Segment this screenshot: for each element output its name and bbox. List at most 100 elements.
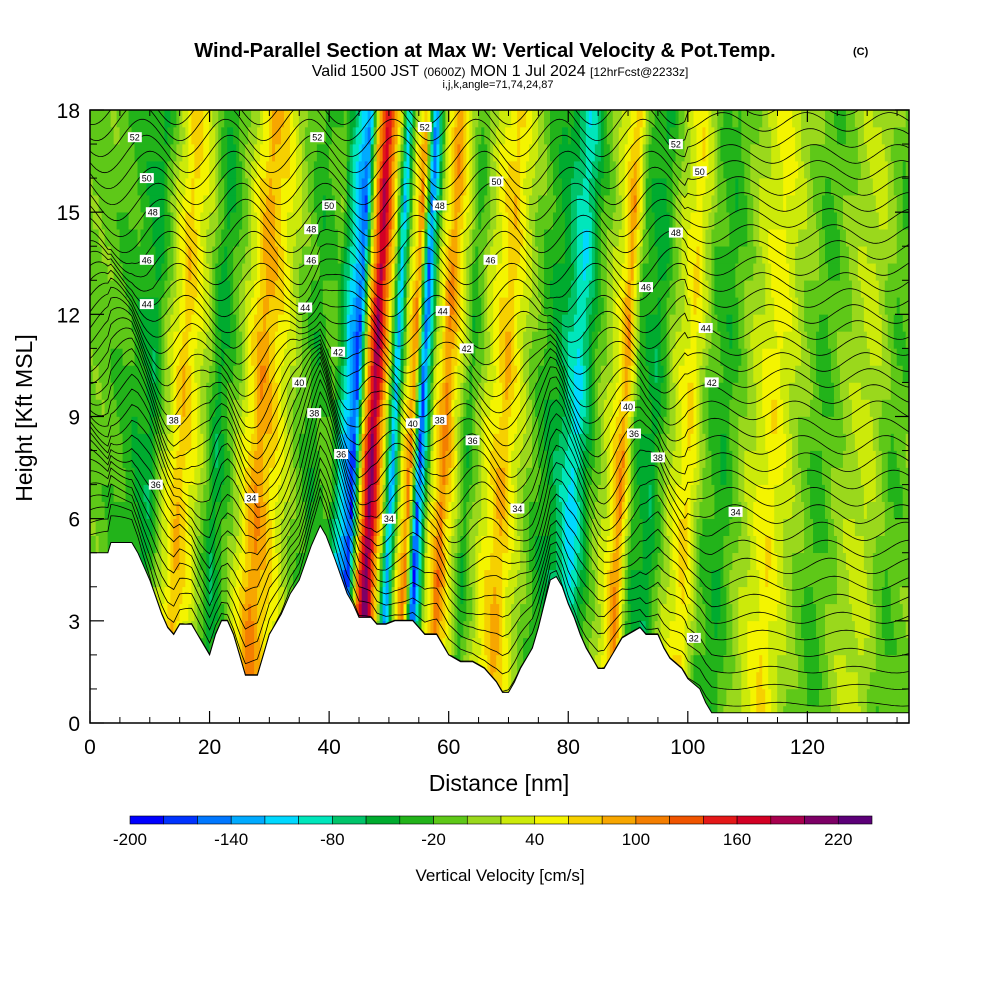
velocity-cell: [696, 416, 701, 434]
velocity-cell: [463, 228, 470, 247]
velocity-cell: [448, 569, 452, 588]
velocity-cell: [173, 262, 177, 281]
velocity-cell: [382, 484, 387, 502]
velocity-cell: [792, 603, 802, 622]
isentrope-label: 46: [639, 282, 653, 293]
velocity-cell: [292, 399, 312, 417]
velocity-cell: [230, 297, 234, 315]
velocity-cell: [585, 399, 590, 417]
velocity-cell: [490, 467, 497, 485]
isentrope-line: [90, 307, 909, 398]
velocity-cell: [370, 348, 375, 366]
velocity-cell: [582, 228, 590, 247]
velocity-cell: [535, 399, 545, 417]
velocity-cell: [570, 279, 578, 298]
velocity-cell: [221, 518, 234, 536]
velocity-cell: [747, 365, 754, 383]
velocity-cell: [367, 279, 372, 298]
velocity-cell: [230, 314, 237, 332]
velocity-cell: [218, 211, 225, 230]
velocity-cell: [738, 314, 745, 332]
velocity-cell: [520, 126, 533, 145]
velocity-cell: [385, 262, 390, 281]
velocity-cell: [523, 433, 533, 451]
velocity-cell: [427, 433, 432, 451]
velocity-cell: [215, 297, 219, 315]
velocity-cell: [484, 603, 491, 622]
velocity-cell: [457, 637, 461, 656]
velocity-cell: [756, 671, 763, 690]
isentrope-label-text: 38: [169, 415, 179, 425]
velocity-cell: [361, 399, 366, 417]
isentrope-label: 48: [304, 224, 319, 235]
velocity-cell: [406, 194, 411, 213]
velocity-cell: [687, 654, 692, 673]
velocity-cell: [570, 399, 575, 417]
velocity-cell: [179, 416, 192, 434]
velocity-cell: [218, 194, 225, 213]
velocity-cell: [756, 552, 766, 571]
velocity-cell: [702, 297, 710, 315]
velocity-cell: [358, 569, 363, 588]
velocity-cell: [654, 211, 671, 230]
velocity-cell: [394, 228, 399, 247]
velocity-cell: [352, 569, 357, 588]
velocity-cell: [875, 603, 883, 622]
velocity-cell: [801, 467, 808, 485]
velocity-cell: [726, 688, 742, 707]
velocity-cell: [445, 569, 449, 588]
velocity-cell: [340, 535, 345, 554]
velocity-cell: [391, 177, 396, 196]
velocity-cell: [206, 245, 213, 264]
velocity-cell: [158, 535, 163, 554]
velocity-cell: [472, 416, 476, 434]
velocity-cell: [511, 450, 521, 468]
velocity-cell: [406, 501, 411, 519]
velocity-cell: [388, 484, 393, 502]
velocity-cell: [257, 211, 261, 230]
velocity-cell: [502, 245, 509, 264]
velocity-cell: [842, 518, 856, 536]
velocity-cell: [397, 211, 402, 230]
velocity-cell: [370, 126, 375, 145]
velocity-cell: [164, 194, 169, 213]
velocity-cell: [454, 365, 458, 383]
velocity-cell: [466, 245, 473, 264]
velocity-cell: [588, 348, 593, 366]
velocity-cell: [415, 126, 420, 145]
velocity-cell: [774, 518, 784, 536]
velocity-cell: [209, 433, 213, 451]
velocity-cell: [361, 501, 366, 519]
velocity-cell: [606, 467, 611, 485]
velocity-cell: [627, 245, 632, 264]
velocity-cell: [161, 535, 169, 554]
velocity-cell: [618, 535, 623, 554]
isentrope-label-text: 38: [309, 409, 319, 419]
velocity-cell: [723, 552, 733, 571]
velocity-cell: [107, 518, 142, 536]
velocity-cell: [155, 348, 160, 366]
velocity-cell: [493, 671, 503, 690]
velocity-cell: [517, 569, 527, 588]
velocity-cell: [343, 348, 348, 366]
velocity-cell: [436, 348, 441, 366]
velocity-cell: [478, 654, 488, 673]
velocity-cell: [884, 143, 892, 162]
velocity-cell: [759, 654, 763, 673]
velocity-cell: [448, 314, 452, 332]
velocity-cell: [696, 450, 701, 468]
velocity-cell: [693, 603, 698, 622]
velocity-cell: [789, 382, 814, 400]
isentrope-line: [90, 110, 860, 126]
velocity-cell: [269, 467, 282, 485]
velocity-cell: [825, 228, 841, 247]
velocity-cell: [170, 228, 174, 247]
velocity-cell: [463, 518, 467, 536]
velocity-cell: [457, 484, 461, 502]
colorbar-swatch: [703, 815, 738, 825]
velocity-cell: [660, 620, 671, 639]
velocity-cell: [675, 228, 683, 247]
velocity-cell: [248, 228, 252, 247]
velocity-cell: [795, 126, 802, 145]
velocity-cell: [591, 297, 599, 315]
